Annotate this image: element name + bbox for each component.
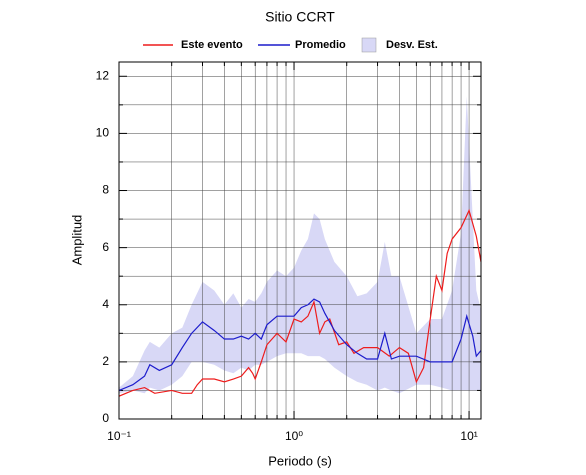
y-tick-label: 2 (102, 354, 109, 368)
y-tick-label: 10 (96, 126, 110, 140)
legend-swatch (361, 37, 377, 53)
std-band (119, 96, 481, 394)
y-axis-label: Amplitud (69, 215, 84, 266)
y-tick-label: 0 (102, 411, 109, 425)
x-axis-label: Periodo (s) (268, 453, 332, 468)
chart-title: Sitio CCRT (265, 9, 335, 25)
legend-label: Este evento (181, 39, 243, 51)
series-line (118, 298, 482, 391)
y-tick-label: 8 (102, 183, 109, 197)
legend-label: Promedio (295, 39, 346, 51)
y-tick-label: 4 (102, 297, 109, 311)
series-line (118, 208, 482, 397)
x-tick-label: 10⁰ (285, 429, 303, 443)
legend-label: Desv. Est. (386, 39, 438, 51)
y-tick-label: 6 (102, 240, 109, 254)
x-tick-label: 10⁻¹ (107, 429, 131, 443)
y-tick-label: 12 (96, 68, 110, 82)
x-tick-label: 10¹ (460, 429, 477, 443)
plot-frame (118, 61, 482, 420)
